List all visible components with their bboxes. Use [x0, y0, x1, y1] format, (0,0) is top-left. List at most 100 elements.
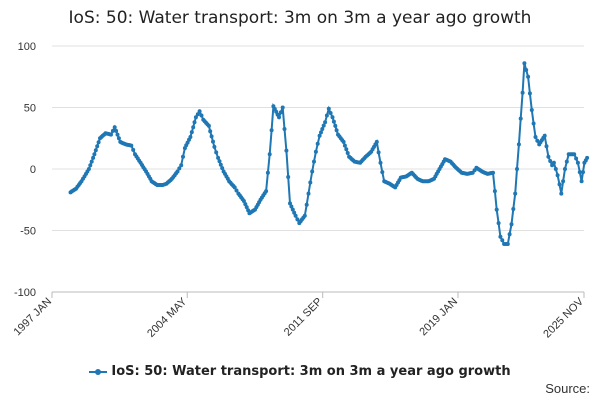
data-point[interactable] — [572, 152, 577, 157]
data-point[interactable] — [551, 160, 556, 165]
data-point[interactable] — [376, 150, 381, 155]
data-point[interactable] — [288, 201, 292, 206]
data-point[interactable] — [505, 242, 510, 246]
data-point[interactable] — [193, 115, 198, 120]
data-point[interactable] — [313, 149, 318, 154]
legend[interactable]: IoS: 50: Water transport: 3m on 3m a yea… — [0, 364, 600, 379]
data-point[interactable] — [563, 167, 567, 171]
data-point[interactable] — [115, 132, 120, 137]
data-point[interactable] — [306, 191, 311, 196]
data-point[interactable] — [500, 238, 505, 243]
data-point[interactable] — [577, 170, 582, 175]
data-point[interactable] — [511, 207, 516, 211]
data-point[interactable] — [278, 110, 283, 115]
data-point[interactable] — [244, 205, 249, 210]
data-point[interactable] — [209, 134, 214, 139]
data-point[interactable] — [529, 108, 534, 112]
data-point[interactable] — [264, 189, 269, 194]
data-point[interactable] — [515, 167, 519, 171]
data-point[interactable] — [520, 90, 525, 95]
data-point[interactable] — [518, 116, 523, 121]
data-point[interactable] — [277, 115, 281, 120]
data-point[interactable] — [544, 144, 549, 149]
data-point[interactable] — [197, 109, 202, 114]
data-point[interactable] — [319, 130, 323, 135]
data-point[interactable] — [129, 143, 134, 148]
data-point[interactable] — [91, 155, 96, 160]
data-point[interactable] — [284, 148, 289, 153]
data-point[interactable] — [289, 204, 294, 209]
data-point[interactable] — [267, 152, 272, 157]
data-point[interactable] — [181, 154, 185, 159]
data-point[interactable] — [546, 154, 551, 159]
data-point[interactable] — [345, 151, 350, 155]
data-point[interactable] — [564, 159, 569, 164]
data-point[interactable] — [344, 147, 349, 152]
data-point[interactable] — [533, 135, 538, 139]
data-point[interactable] — [342, 143, 347, 148]
data-point[interactable] — [292, 210, 297, 215]
data-point[interactable] — [290, 207, 295, 212]
data-point[interactable] — [96, 140, 101, 145]
data-point[interactable] — [116, 136, 121, 141]
data-point[interactable] — [214, 150, 219, 155]
data-point[interactable] — [574, 156, 579, 161]
data-point[interactable] — [195, 112, 200, 117]
data-point[interactable] — [494, 207, 499, 212]
data-point[interactable] — [308, 180, 313, 185]
data-point[interactable] — [585, 155, 590, 160]
data-point[interactable] — [243, 202, 248, 207]
data-point[interactable] — [93, 148, 98, 153]
data-point[interactable] — [295, 217, 300, 222]
data-point[interactable] — [548, 159, 553, 163]
data-point[interactable] — [192, 120, 197, 125]
data-point[interactable] — [581, 170, 585, 175]
data-point[interactable] — [579, 179, 584, 184]
data-point[interactable] — [302, 213, 307, 218]
data-point[interactable] — [509, 222, 514, 227]
data-point[interactable] — [513, 191, 518, 196]
data-point[interactable] — [498, 234, 503, 239]
data-point[interactable] — [208, 129, 213, 134]
data-point[interactable] — [326, 106, 331, 111]
data-point[interactable] — [557, 182, 562, 187]
data-point[interactable] — [199, 113, 204, 118]
data-point[interactable] — [109, 132, 113, 137]
data-point[interactable] — [191, 125, 196, 130]
data-point[interactable] — [211, 139, 215, 144]
data-point[interactable] — [312, 159, 316, 164]
data-point[interactable] — [241, 199, 246, 203]
data-point[interactable] — [110, 128, 115, 133]
data-point[interactable] — [188, 135, 193, 139]
data-point[interactable] — [95, 144, 100, 149]
data-point[interactable] — [323, 120, 328, 125]
data-point[interactable] — [177, 166, 182, 171]
data-point[interactable] — [92, 152, 97, 157]
data-point[interactable] — [304, 202, 309, 207]
data-point[interactable] — [331, 119, 336, 124]
data-point[interactable] — [328, 111, 333, 115]
data-point[interactable] — [189, 130, 194, 135]
data-point[interactable] — [179, 163, 184, 168]
data-point[interactable] — [265, 170, 270, 175]
data-point[interactable] — [216, 155, 221, 160]
data-point[interactable] — [217, 159, 222, 164]
data-point[interactable] — [555, 173, 560, 178]
data-point[interactable] — [131, 147, 136, 152]
data-point[interactable] — [175, 169, 180, 174]
data-point[interactable] — [310, 169, 315, 174]
data-point[interactable] — [491, 170, 495, 175]
data-point[interactable] — [496, 221, 501, 226]
data-point[interactable] — [220, 166, 225, 171]
data-point[interactable] — [378, 160, 383, 165]
data-point[interactable] — [88, 163, 93, 168]
data-point[interactable] — [542, 133, 547, 138]
data-point[interactable] — [526, 74, 531, 79]
data-point[interactable] — [553, 167, 558, 171]
data-point[interactable] — [234, 188, 239, 193]
data-point[interactable] — [559, 191, 564, 196]
data-point[interactable] — [531, 121, 536, 126]
data-point[interactable] — [246, 208, 251, 213]
data-point[interactable] — [212, 144, 217, 149]
data-point[interactable] — [341, 139, 346, 144]
